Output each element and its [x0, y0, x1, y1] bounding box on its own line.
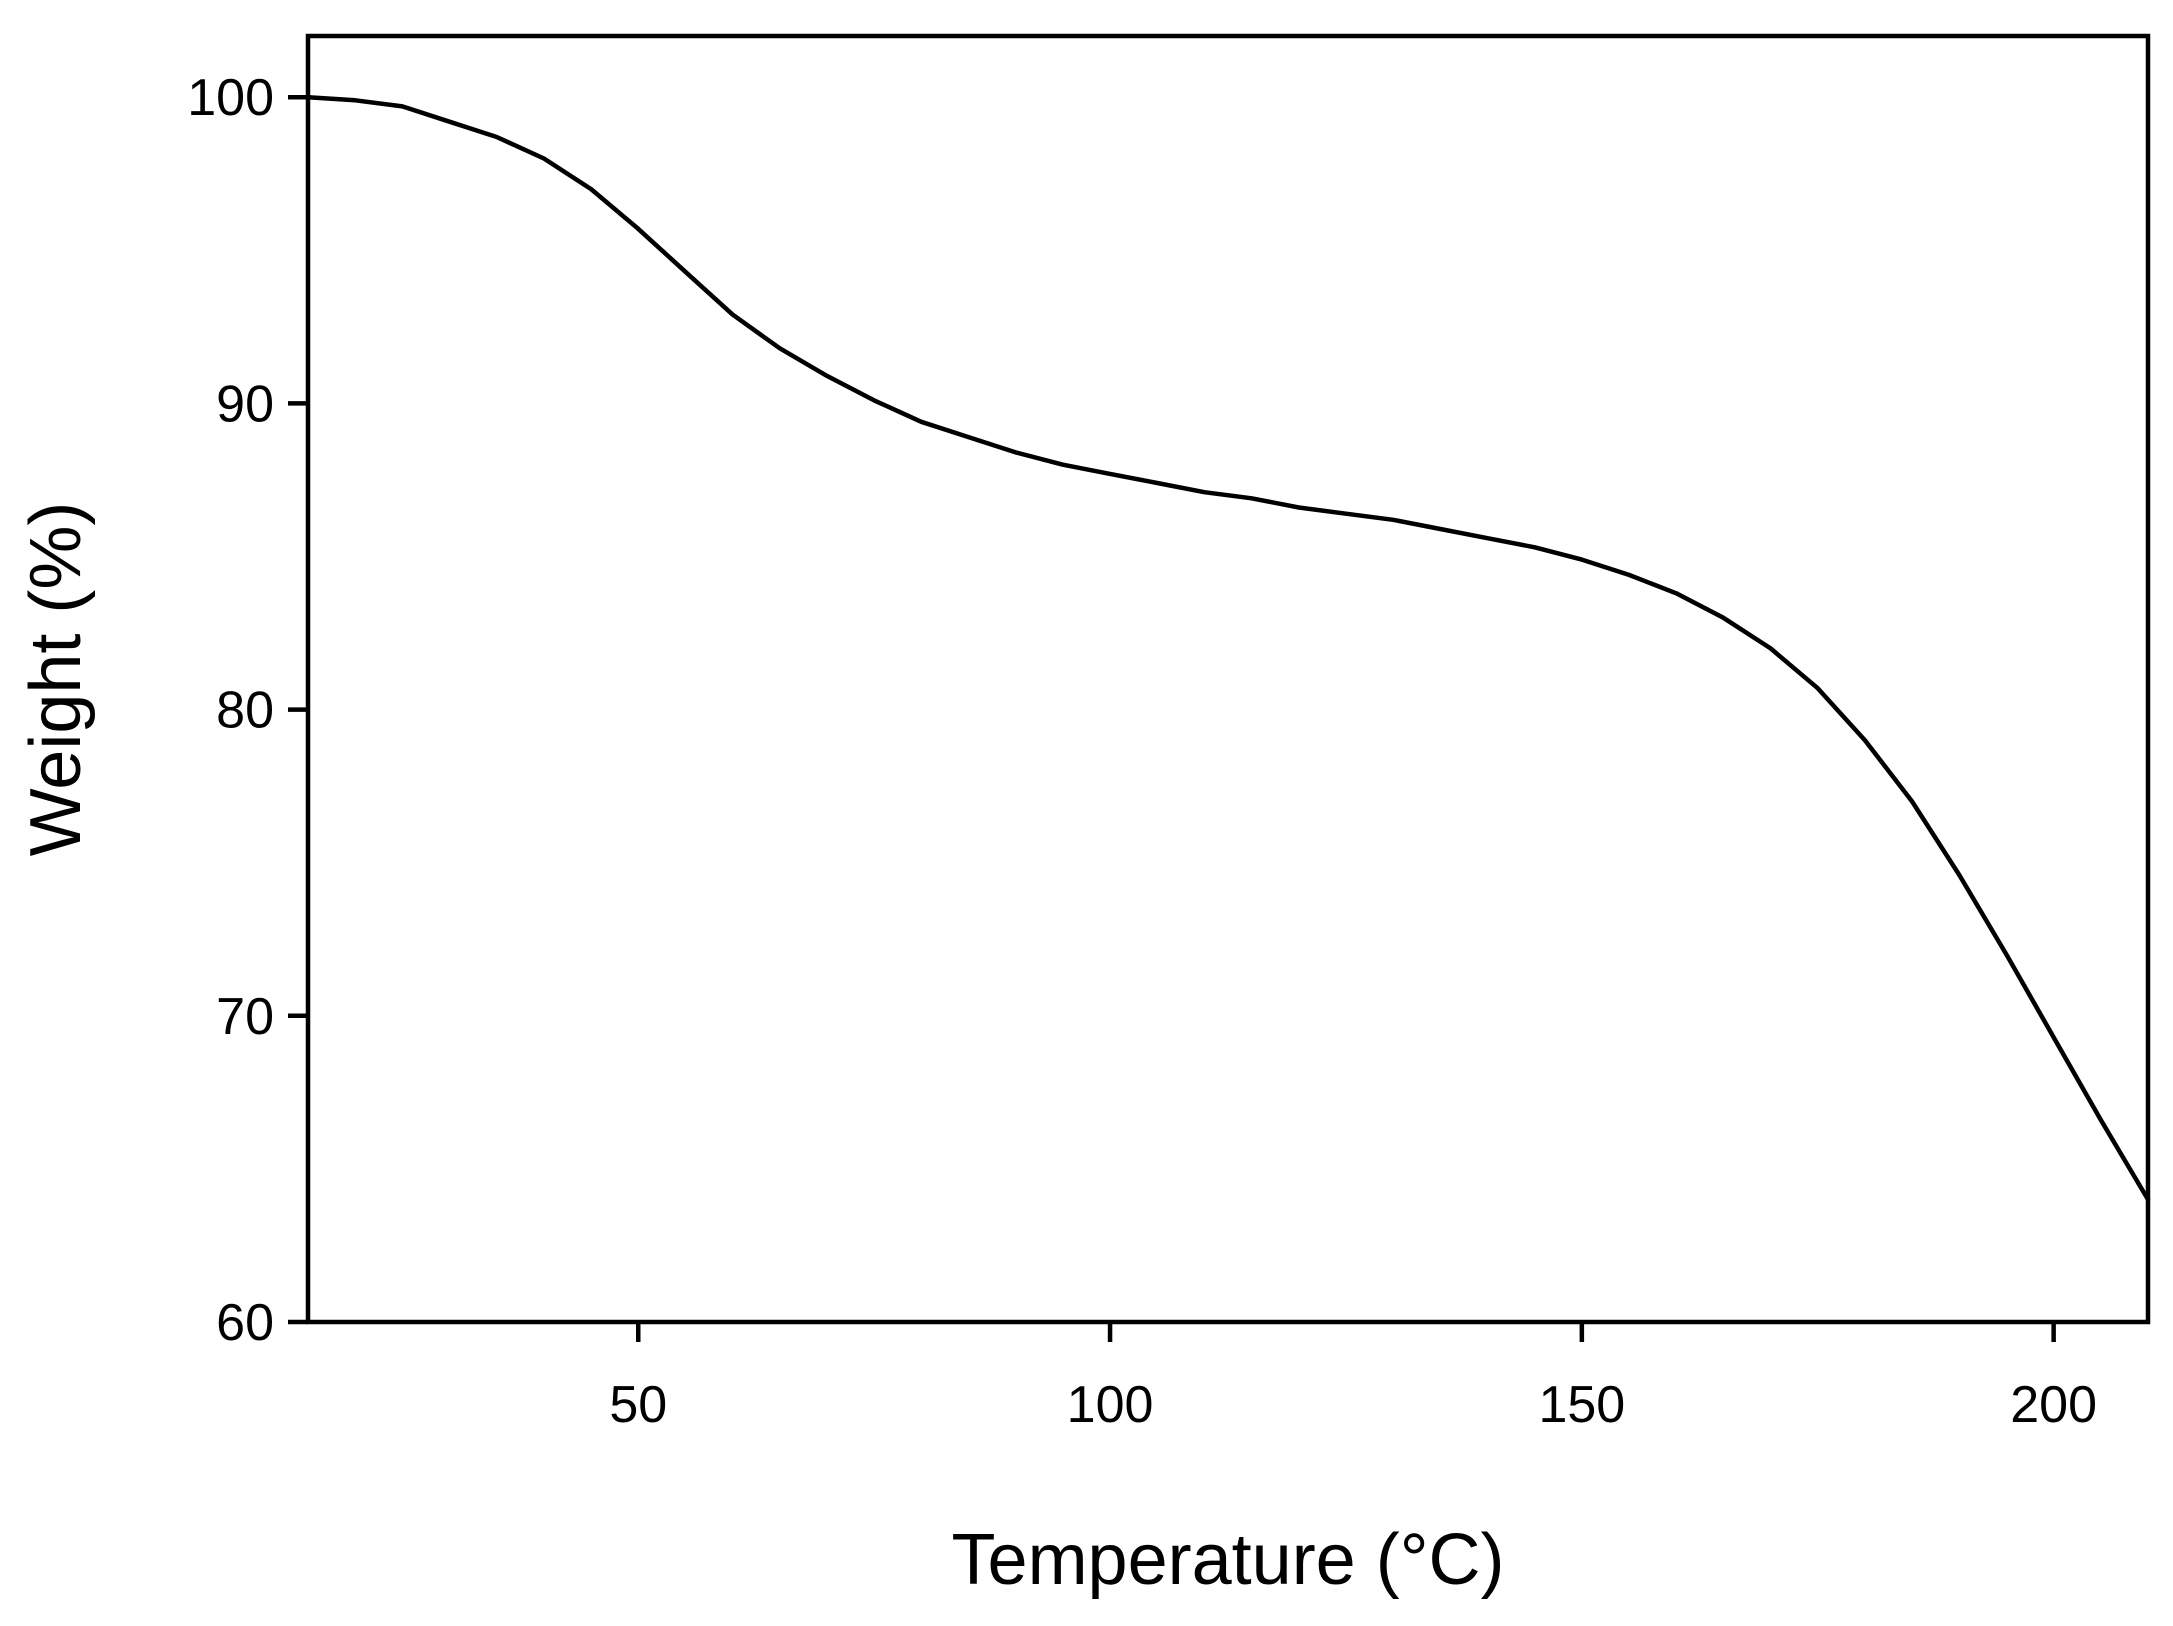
y-tick-label: 80	[216, 682, 274, 740]
x-axis-label: Temperature (°C)	[952, 1520, 1505, 1600]
y-tick-label: 90	[216, 375, 274, 433]
series-line-0	[305, 94, 2151, 1202]
plot-frame	[305, 33, 2151, 1325]
y-tick-label: 60	[216, 1294, 274, 1352]
x-tick-label: 100	[1067, 1376, 1154, 1434]
x-tick-label: 50	[609, 1376, 667, 1434]
axis-layer: 60 70 80 90 100 50 100 150 200	[187, 33, 2151, 1434]
y-tick-label: 100	[187, 69, 274, 127]
x-tick-label: 150	[1538, 1376, 1625, 1434]
y-tick-label: 70	[216, 988, 274, 1046]
y-axis-label: Weight (%)	[16, 502, 96, 857]
series-layer	[305, 94, 2151, 1202]
x-tick-label: 200	[2010, 1376, 2097, 1434]
